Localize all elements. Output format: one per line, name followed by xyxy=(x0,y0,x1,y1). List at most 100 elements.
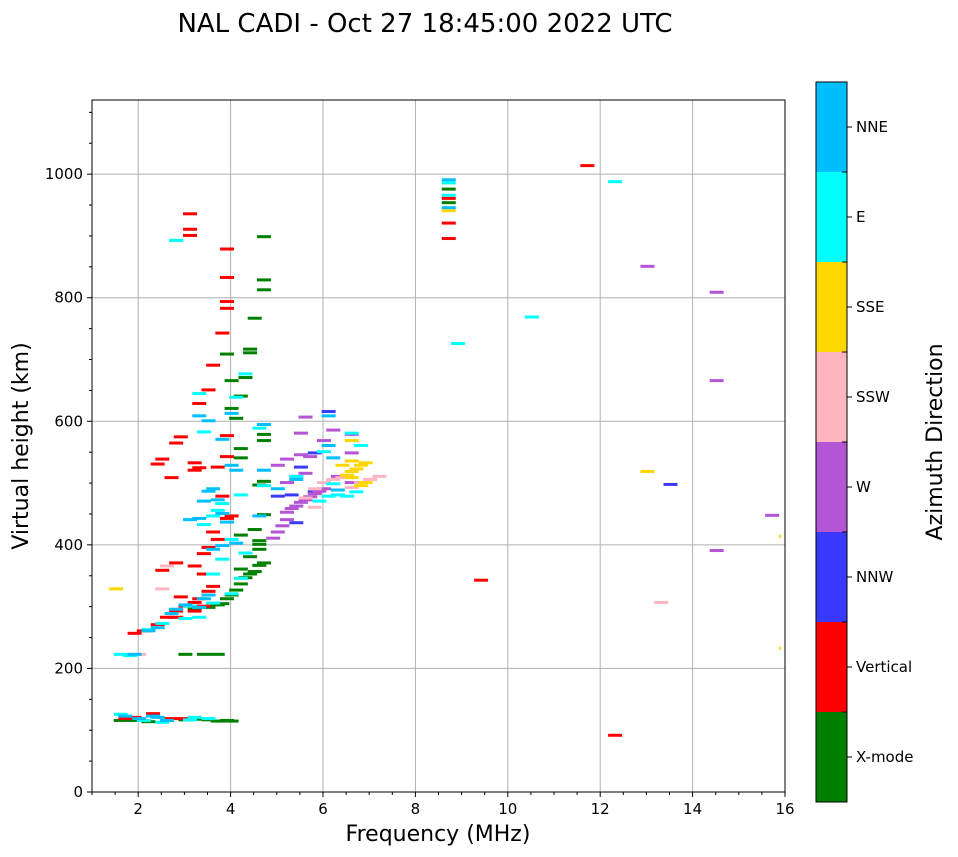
data-point-vertical xyxy=(215,494,230,498)
data-point-vertical xyxy=(219,247,234,251)
data-point-nne xyxy=(330,488,345,492)
data-point-vertical xyxy=(118,717,133,721)
data-point-x-mode xyxy=(224,719,239,723)
data-point-w xyxy=(298,471,313,475)
data-point-e xyxy=(330,493,345,497)
data-point-x-mode xyxy=(219,597,234,601)
data-point-nne xyxy=(224,411,239,415)
data-point-vertical xyxy=(580,164,595,168)
data-point-nne xyxy=(224,463,239,467)
data-point-e xyxy=(289,474,304,478)
data-point-nne xyxy=(256,468,271,472)
x-tick-label: 16 xyxy=(775,800,794,818)
data-point-vertical xyxy=(169,441,184,445)
data-point-x-mode xyxy=(113,718,128,722)
data-point-vertical xyxy=(441,221,456,225)
data-point-w xyxy=(312,489,327,493)
data-point-e xyxy=(317,450,331,454)
x-tick-label: 14 xyxy=(683,800,702,818)
y-tick-label: 800 xyxy=(54,289,83,307)
data-point-x-mode xyxy=(210,719,225,723)
data-point-x-mode xyxy=(224,379,239,383)
data-point-nnw xyxy=(284,493,299,497)
data-point-vertical xyxy=(219,275,234,279)
data-point-vertical xyxy=(164,476,179,480)
y-tick-label: 0 xyxy=(73,783,83,801)
data-point-x-mode xyxy=(233,456,248,460)
data-point-nne xyxy=(192,516,207,520)
data-point-nne xyxy=(132,717,147,721)
data-point-e xyxy=(155,621,170,625)
data-point-nne xyxy=(321,444,336,447)
chart-title: NAL CADI - Oct 27 18:45:00 2022 UTC xyxy=(177,9,672,39)
data-point-ssw xyxy=(155,587,170,591)
data-point-e xyxy=(206,572,221,576)
data-point-w xyxy=(280,518,295,522)
data-point-nne xyxy=(321,414,336,418)
data-point-ssw xyxy=(159,564,174,568)
data-point-w xyxy=(709,549,724,553)
x-axis-label: Frequency (MHz) xyxy=(346,822,531,847)
data-point-x-mode xyxy=(224,406,239,410)
data-point-sse xyxy=(353,463,368,467)
data-point-nne xyxy=(150,626,165,630)
data-point-nne xyxy=(441,206,456,210)
data-point-e xyxy=(252,426,267,430)
data-point-ssw xyxy=(307,505,322,509)
data-point-nne xyxy=(201,593,216,597)
y-axis-label: Virtual height (km) xyxy=(9,342,34,549)
data-point-e xyxy=(196,523,211,527)
data-point-e xyxy=(450,342,465,346)
data-point-w xyxy=(765,513,780,517)
colorbar-label: NNW xyxy=(856,568,893,586)
data-point-vertical xyxy=(201,545,216,549)
data-point-nne xyxy=(215,437,230,441)
data-point-x-mode xyxy=(256,278,271,282)
data-point-x-mode xyxy=(247,528,262,532)
data-point-sse xyxy=(344,459,359,463)
data-point-e xyxy=(155,720,170,724)
data-point-nne xyxy=(256,422,271,426)
data-point-w xyxy=(344,451,359,455)
data-point-vertical xyxy=(127,631,142,635)
data-point-x-mode xyxy=(247,570,262,574)
data-point-ssw xyxy=(326,477,341,481)
data-point-sse xyxy=(344,476,359,480)
data-point-w xyxy=(270,463,285,467)
data-point-e xyxy=(441,181,456,185)
data-point-x-mode xyxy=(247,316,262,320)
y-tick-label: 600 xyxy=(54,412,83,430)
data-point-vertical xyxy=(210,465,225,469)
data-point-sse xyxy=(335,463,350,467)
x-axis-ticks: 2 4 6 8 10 12 14 16 xyxy=(91,792,795,818)
data-point-nne xyxy=(206,547,221,551)
data-point-x-mode xyxy=(256,439,271,443)
data-point-x-mode xyxy=(233,447,248,451)
data-point-w xyxy=(640,264,655,268)
data-point-w xyxy=(293,431,308,435)
data-point-e xyxy=(233,493,248,497)
data-point-vertical xyxy=(155,568,170,572)
data-point-nnw xyxy=(307,451,322,455)
data-point-nne xyxy=(270,487,285,491)
y-axis-ticks: 0 200 400 600 800 1000 xyxy=(45,111,92,801)
data-point-vertical xyxy=(169,561,184,565)
data-point-nne xyxy=(169,607,184,611)
data-point-ssw xyxy=(363,477,378,481)
data-point-x-mode xyxy=(233,582,248,586)
colorbar-segment xyxy=(816,712,847,802)
colorbar-segment xyxy=(816,442,847,532)
y-tick-label: 1000 xyxy=(45,165,83,183)
data-point-vertical xyxy=(183,233,198,237)
data-point-ssw xyxy=(344,486,359,490)
data-point-ssw xyxy=(317,481,331,485)
data-point-vertical xyxy=(441,196,456,200)
data-point-sse xyxy=(640,469,655,473)
data-point-e xyxy=(113,652,128,656)
data-point-x-mode xyxy=(192,717,207,721)
data-point-nne xyxy=(192,414,207,418)
colorbar-segment xyxy=(816,262,847,352)
data-point-vertical xyxy=(183,227,198,231)
data-point-e xyxy=(441,193,456,197)
data-point-vertical xyxy=(187,468,202,472)
